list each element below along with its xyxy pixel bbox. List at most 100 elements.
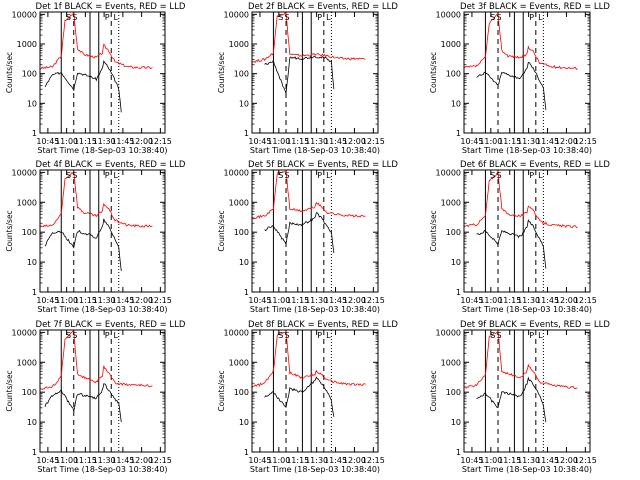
y-axis-label: Counts/sec [5, 370, 14, 411]
events-series-line [476, 61, 547, 110]
x-tick-label: 10:45 [248, 456, 271, 465]
y-tick-label: 100 [234, 70, 249, 79]
x-tick-label: 11:45 [324, 296, 347, 305]
x-tick-label: 12:15 [149, 456, 172, 465]
x-axis-label: Start Time (18-Sep-03 10:38:40) [37, 305, 167, 314]
x-tick-label: 12:15 [149, 137, 172, 146]
lld-series-line [251, 170, 366, 220]
annotation-label: L [326, 331, 331, 340]
x-tick-label: 12:15 [362, 137, 385, 146]
annotation-label: S [72, 13, 77, 22]
x-tick-label: 10:45 [36, 296, 59, 305]
x-tick-label: 10:45 [248, 137, 271, 146]
x-tick-label: 12:15 [362, 296, 385, 305]
annotation-label: S [278, 331, 283, 340]
y-tick-label: 1000 [229, 40, 249, 49]
y-tick-label: 10000 [436, 328, 461, 337]
annotation-label: P [529, 331, 534, 340]
annotation-label: S [66, 13, 71, 22]
lld-series-line [463, 170, 578, 229]
y-axis-label: Counts/sec [217, 210, 226, 251]
panel-title: Det 6f BLACK = Events, RED = LLD [460, 160, 610, 170]
y-axis-label: Counts/sec [217, 52, 226, 93]
annotation-label: S [285, 331, 290, 340]
x-tick-label: 11:30 [93, 137, 116, 146]
y-tick-label: 10 [451, 418, 461, 427]
y-tick-label: 1 [456, 448, 461, 457]
x-tick-label: 12:00 [555, 296, 578, 305]
y-tick-label: 10000 [224, 328, 249, 337]
annotation-label: S [490, 171, 495, 180]
y-tick-label: 10000 [224, 168, 249, 177]
lld-series-line [251, 330, 366, 389]
annotation-label: P [529, 171, 534, 180]
x-tick-label: 11:45 [536, 456, 559, 465]
y-tick-label: 1000 [17, 40, 37, 49]
y-tick-label: 10 [239, 418, 249, 427]
x-tick-label: 11:00 [267, 456, 290, 465]
y-tick-label: 1000 [441, 198, 461, 207]
x-tick-label: 11:00 [479, 296, 502, 305]
lld-series-line [464, 12, 578, 71]
annotation-label: L [538, 331, 543, 340]
annotation-label: L [326, 13, 331, 22]
annotation-label: P [105, 331, 110, 340]
y-tick-label: 10000 [12, 10, 37, 19]
plot-frame [39, 329, 166, 453]
x-tick-label: 11:45 [111, 137, 134, 146]
x-tick-label: 11:00 [267, 296, 290, 305]
x-axis-label: Start Time (18-Sep-03 10:38:40) [250, 146, 380, 155]
events-series-line [44, 383, 122, 423]
y-tick-label: 1000 [17, 358, 37, 367]
annotation-label: P [317, 13, 322, 22]
y-tick-label: 1000 [229, 358, 249, 367]
lld-series-line [39, 13, 153, 70]
annotation-label: S [497, 331, 502, 340]
y-tick-label: 100 [22, 388, 37, 397]
x-tick-label: 11:45 [111, 296, 134, 305]
x-tick-label: 12:00 [343, 137, 366, 146]
annotation-label: P [317, 171, 322, 180]
panel-title: Det 2f BLACK = Events, RED = LLD [248, 2, 398, 12]
x-tick-label: 11:30 [305, 456, 328, 465]
x-tick-label: 11:15 [74, 137, 97, 146]
annotation-label: S [490, 13, 495, 22]
x-axis-label: Start Time (18-Sep-03 10:38:40) [37, 146, 167, 155]
x-tick-label: 11:00 [55, 296, 78, 305]
plot-frame [463, 169, 591, 293]
annotation-label: S [66, 171, 71, 180]
x-tick-label: 11:00 [55, 137, 78, 146]
panel-title: Det 4f BLACK = Events, RED = LLD [36, 160, 186, 170]
events-series-line [476, 218, 547, 269]
annotation-label: P [317, 331, 322, 340]
y-tick-label: 100 [446, 70, 461, 79]
annotation-label: P [105, 13, 110, 22]
y-axis-label: Counts/sec [5, 52, 14, 93]
lld-series-line [39, 171, 153, 228]
y-tick-label: 1000 [17, 198, 37, 207]
x-tick-label: 12:00 [343, 296, 366, 305]
annotation-label: P [105, 171, 110, 180]
annotation-label: S [497, 13, 502, 22]
x-tick-label: 11:30 [517, 296, 540, 305]
y-tick-label: 1 [456, 129, 461, 138]
y-tick-label: 100 [446, 388, 461, 397]
y-tick-label: 10 [27, 99, 37, 108]
x-tick-label: 12:00 [130, 296, 153, 305]
y-axis-label: Counts/sec [217, 370, 226, 411]
y-axis-label: Counts/sec [5, 210, 14, 251]
x-tick-label: 12:00 [343, 456, 366, 465]
x-tick-label: 11:00 [267, 137, 290, 146]
annotation-label: S [72, 331, 77, 340]
x-tick-label: 11:15 [74, 296, 97, 305]
y-tick-label: 100 [234, 388, 249, 397]
x-tick-label: 10:45 [248, 296, 271, 305]
events-series-line [264, 376, 335, 417]
x-tick-label: 12:15 [574, 296, 597, 305]
x-tick-label: 11:15 [286, 456, 309, 465]
x-tick-label: 12:15 [362, 456, 385, 465]
